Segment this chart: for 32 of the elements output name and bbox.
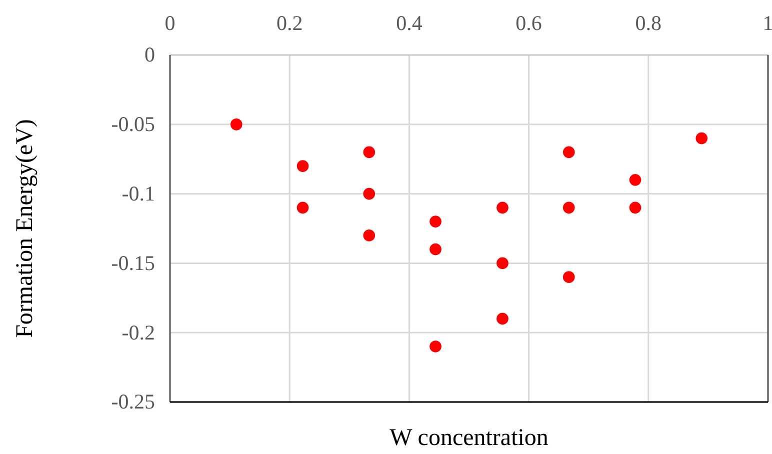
y-tick-label: -0.05 (111, 112, 155, 136)
y-tick-label: -0.2 (122, 320, 155, 344)
point (562, 146, 575, 158)
y-tick-label: -0.15 (111, 250, 155, 275)
x-tick-label: 1 (762, 11, 772, 35)
point (296, 160, 309, 172)
x-tick-label: 0.4 (396, 11, 423, 35)
point (430, 340, 442, 352)
point (629, 202, 642, 214)
point (496, 312, 508, 325)
x-tick-label: 0.8 (635, 11, 662, 35)
x-tick-label: 0 (164, 11, 176, 35)
point (430, 216, 442, 228)
y-axis-title: Formation Energy(eV) (12, 119, 38, 338)
point (696, 132, 708, 144)
point (629, 174, 642, 186)
x-tick-label: 0.6 (516, 11, 542, 35)
point (363, 188, 376, 200)
y-tick-label: -0.25 (111, 390, 155, 414)
point (430, 243, 442, 256)
point (496, 202, 508, 214)
point (296, 202, 309, 214)
point (363, 146, 376, 158)
y-tick-label: -0.1 (122, 182, 155, 206)
point (562, 202, 575, 214)
y-tick-label: 0 (144, 42, 155, 67)
point (562, 271, 575, 283)
point (230, 118, 242, 130)
x-axis-title: W concentration (390, 425, 548, 451)
point (496, 257, 508, 270)
x-tick-label: 0.2 (276, 11, 303, 35)
point (363, 230, 376, 242)
